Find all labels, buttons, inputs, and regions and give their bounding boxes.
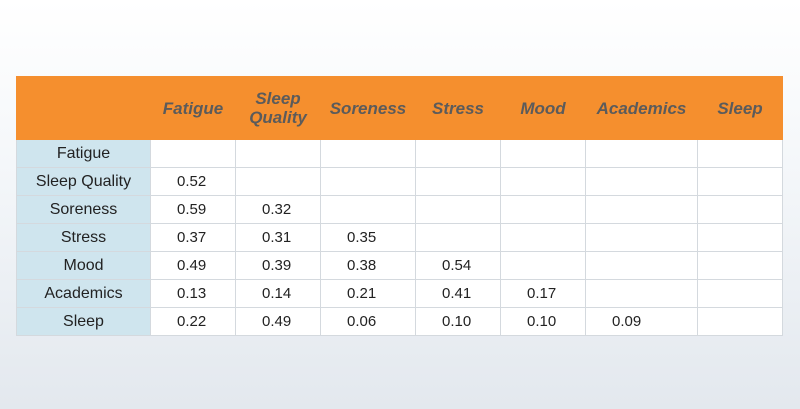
table-row: Sleep Quality 0.52: [16, 167, 783, 196]
correlation-cell: 0.37: [150, 223, 236, 252]
row-label: Mood: [16, 251, 151, 280]
correlation-cell: [585, 139, 698, 168]
correlation-cell: 0.41: [415, 279, 501, 308]
column-header: Soreness: [320, 76, 416, 140]
correlation-cell: 0.13: [150, 279, 236, 308]
correlation-cell: [697, 279, 783, 308]
table-row: Fatigue: [16, 139, 783, 168]
correlation-cell: [697, 195, 783, 224]
correlation-cell: 0.49: [150, 251, 236, 280]
column-header: Fatigue: [150, 76, 236, 140]
table-row: Academics 0.13 0.14 0.21 0.41 0.17: [16, 279, 783, 308]
correlation-cell: 0.10: [500, 307, 586, 336]
correlation-table: Fatigue Sleep Quality Soreness Stress Mo…: [16, 76, 783, 336]
row-label: Sleep Quality: [16, 167, 151, 196]
correlation-cell: [585, 223, 698, 252]
correlation-cell: [415, 139, 501, 168]
table-row: Stress 0.37 0.31 0.35: [16, 223, 783, 252]
correlation-cell: [500, 251, 586, 280]
column-header: Sleep Quality: [235, 76, 321, 140]
table-body: Fatigue Sleep Quality 0.52 Soreness 0.59 0.32…: [16, 139, 783, 336]
correlation-cell: [415, 167, 501, 196]
row-label: Stress: [16, 223, 151, 252]
correlation-cell: [500, 223, 586, 252]
correlation-cell: 0.38: [320, 251, 416, 280]
column-header: Mood: [500, 76, 586, 140]
correlation-cell: 0.31: [235, 223, 321, 252]
correlation-cell: [585, 279, 698, 308]
correlation-cell: [415, 223, 501, 252]
correlation-cell: [697, 307, 783, 336]
table-row: Mood 0.49 0.39 0.38 0.54: [16, 251, 783, 280]
correlation-cell: [697, 167, 783, 196]
correlation-cell: 0.22: [150, 307, 236, 336]
row-label: Soreness: [16, 195, 151, 224]
header-row: Fatigue Sleep Quality Soreness Stress Mo…: [16, 76, 783, 140]
correlation-cell: 0.39: [235, 251, 321, 280]
correlation-cell: 0.52: [150, 167, 236, 196]
correlation-cell: 0.09: [585, 307, 698, 336]
correlation-cell: 0.14: [235, 279, 321, 308]
correlation-cell: 0.06: [320, 307, 416, 336]
correlation-cell: [320, 139, 416, 168]
correlation-cell: 0.21: [320, 279, 416, 308]
correlation-cell: [500, 139, 586, 168]
correlation-cell: [235, 167, 321, 196]
correlation-cell: [235, 139, 321, 168]
correlation-cell: 0.54: [415, 251, 501, 280]
correlation-cell: [585, 251, 698, 280]
correlation-cell: [697, 139, 783, 168]
correlation-cell: [150, 139, 236, 168]
correlation-cell: 0.17: [500, 279, 586, 308]
correlation-cell: [415, 195, 501, 224]
correlation-cell: [585, 195, 698, 224]
column-header: Stress: [415, 76, 501, 140]
correlation-cell: [500, 167, 586, 196]
correlation-cell: [320, 167, 416, 196]
header-corner-cell: [16, 76, 151, 140]
correlation-cell: 0.10: [415, 307, 501, 336]
correlation-cell: [320, 195, 416, 224]
correlation-cell: [697, 251, 783, 280]
correlation-cell: [585, 167, 698, 196]
correlation-cell: [500, 195, 586, 224]
column-header: Academics: [585, 76, 698, 140]
correlation-cell: 0.49: [235, 307, 321, 336]
correlation-cell: [697, 223, 783, 252]
correlation-cell: 0.32: [235, 195, 321, 224]
row-label: Sleep: [16, 307, 151, 336]
table-row: Soreness 0.59 0.32: [16, 195, 783, 224]
table-row: Sleep 0.22 0.49 0.06 0.10 0.10 0.09: [16, 307, 783, 336]
row-label: Academics: [16, 279, 151, 308]
column-header: Sleep: [697, 76, 783, 140]
correlation-cell: 0.35: [320, 223, 416, 252]
correlation-cell: 0.59: [150, 195, 236, 224]
row-label: Fatigue: [16, 139, 151, 168]
